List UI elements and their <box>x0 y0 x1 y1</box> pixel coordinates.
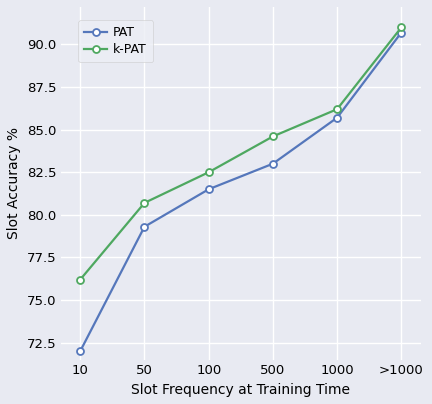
PAT <box>78 349 83 354</box>
X-axis label: Slot Frequency at Training Time: Slot Frequency at Training Time <box>131 383 350 397</box>
Y-axis label: Slot Accuracy %: Slot Accuracy % <box>7 127 21 239</box>
PAT <box>399 30 404 35</box>
PAT <box>334 115 340 120</box>
k-PAT <box>334 107 340 112</box>
PAT <box>142 224 147 229</box>
Line: k-PAT: k-PAT <box>77 24 405 283</box>
PAT <box>270 161 276 166</box>
k-PAT <box>399 25 404 30</box>
PAT <box>206 187 211 191</box>
k-PAT <box>270 134 276 139</box>
Legend: PAT, k-PAT: PAT, k-PAT <box>78 20 153 63</box>
Line: PAT: PAT <box>77 29 405 355</box>
k-PAT <box>78 277 83 282</box>
k-PAT <box>142 200 147 205</box>
k-PAT <box>206 170 211 175</box>
